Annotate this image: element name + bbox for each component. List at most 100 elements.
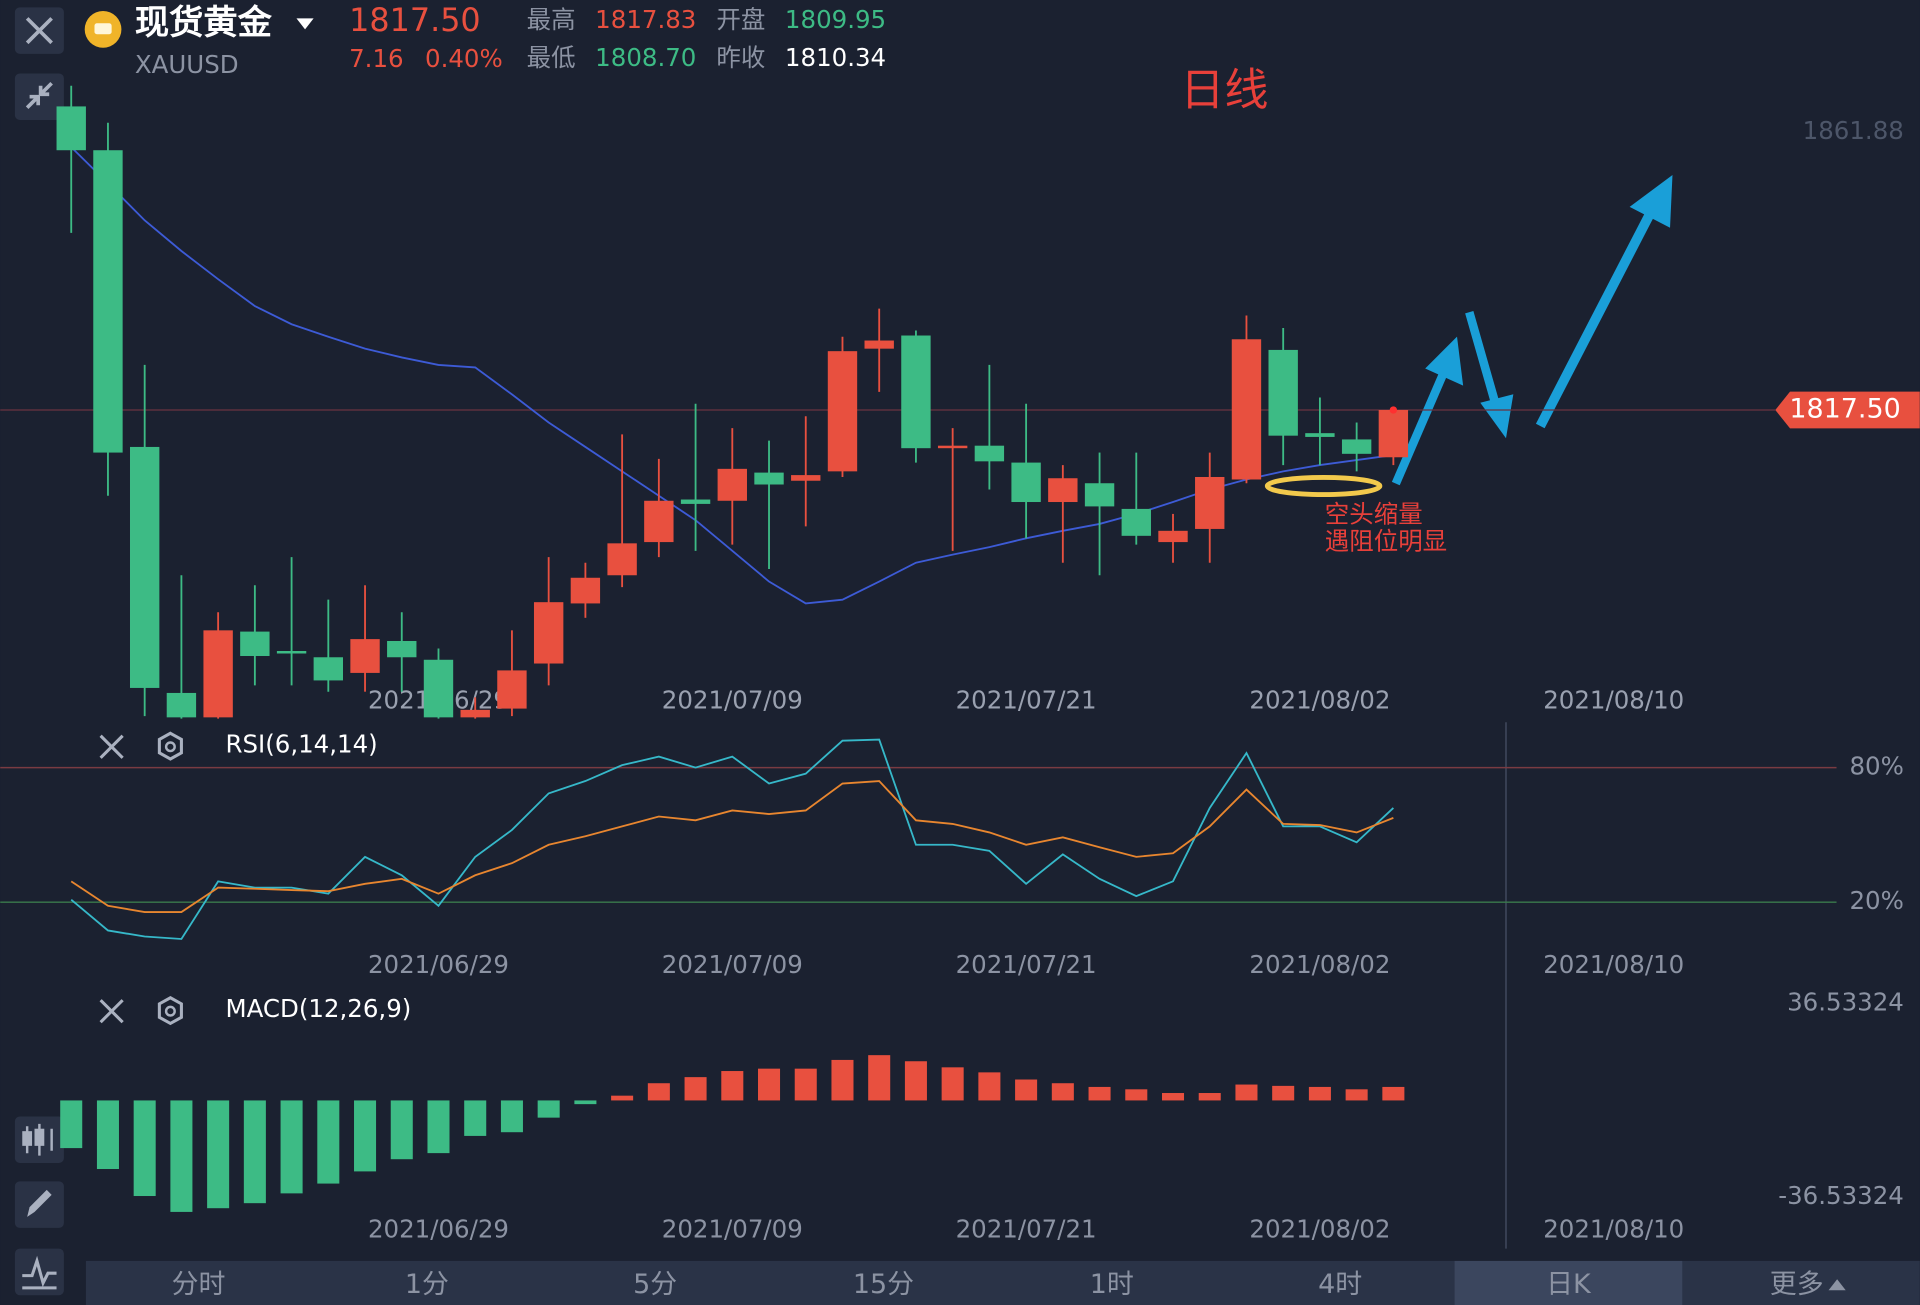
- candle-body: [313, 657, 344, 681]
- macd-bar: [500, 1100, 523, 1133]
- y-tick-label: -36.53324: [1778, 1181, 1904, 1210]
- macd-bar: [1272, 1085, 1295, 1101]
- candle-body: [276, 651, 307, 654]
- macd-bar: [1235, 1084, 1258, 1101]
- price-tag: [1775, 391, 1920, 429]
- pencil-icon: [27, 1189, 52, 1217]
- candle-body: [93, 150, 123, 453]
- macd-bar: [1088, 1086, 1111, 1101]
- candle-body: [1121, 508, 1151, 536]
- tab-caret: [1828, 1279, 1846, 1291]
- candle-body: [680, 499, 711, 504]
- candle-body: [1305, 433, 1335, 437]
- close-indicator[interactable]: [99, 999, 124, 1024]
- x-tick-label: 2021/07/09: [662, 1214, 803, 1243]
- candle-body: [937, 445, 968, 449]
- price-tag-label: 1817.50: [1789, 394, 1900, 425]
- dropdown-arrow[interactable]: [296, 18, 314, 30]
- macd-bar: [317, 1100, 340, 1184]
- macd-bar: [60, 1100, 83, 1149]
- tab-label[interactable]: 更多: [1770, 1269, 1824, 1300]
- close-indicator[interactable]: [99, 734, 124, 759]
- price-change: 7.16: [349, 44, 403, 73]
- macd-bar: [611, 1095, 634, 1101]
- annotation: 空头缩量: [1325, 499, 1423, 528]
- arrow: [1391, 365, 1450, 486]
- stat-value: 1810.34: [785, 43, 886, 72]
- candle-icon: [22, 1131, 33, 1146]
- candle-body: [497, 670, 527, 709]
- y-tick-label: 1861.88: [1803, 116, 1904, 145]
- last-price: 1817.50: [349, 1, 481, 39]
- candle-body: [423, 659, 454, 718]
- candle-body: [460, 709, 490, 718]
- stat-label: 最低: [527, 43, 576, 72]
- indicator-title: MACD(12,26,9): [225, 994, 411, 1023]
- candle-body: [1158, 530, 1188, 543]
- candle-body: [166, 692, 197, 718]
- macd-bar: [1051, 1083, 1074, 1101]
- tab-label[interactable]: 1分: [405, 1269, 449, 1300]
- macd-bar: [1345, 1089, 1368, 1101]
- annotation-arrows: [1264, 175, 1673, 498]
- price-change-pct: 0.40%: [425, 44, 503, 73]
- tab-label[interactable]: 5分: [633, 1269, 677, 1300]
- instrument-name[interactable]: 现货黄金: [135, 3, 273, 43]
- x-tick-label: 2021/06/29: [368, 1214, 509, 1243]
- macd-bar: [354, 1100, 377, 1172]
- macd-bar: [904, 1061, 927, 1101]
- stat-label: 开盘: [716, 5, 765, 34]
- stat-label: 昨收: [716, 43, 765, 72]
- y-tick-label: 20%: [1849, 886, 1903, 915]
- candle-body: [717, 468, 747, 501]
- chart-layer: 最高 1817.83 开盘 1809.95 最低 1808.70 昨收 1810.34 1861…: [0, 5, 1920, 1305]
- candle-body: [1011, 462, 1041, 503]
- candle-body: [1268, 349, 1298, 436]
- arrow-head: [1480, 394, 1514, 439]
- candle-body: [607, 543, 637, 576]
- candle-body: [1084, 483, 1115, 507]
- stat-value: 1817.83: [595, 5, 696, 34]
- stat-value: 1808.70: [595, 43, 696, 72]
- candle-body: [1231, 339, 1262, 480]
- x-tick-label: 2021/07/09: [662, 950, 803, 979]
- y-tick-label: 80%: [1849, 752, 1903, 781]
- arrow: [1535, 205, 1658, 429]
- x-tick-label: 2021/07/09: [662, 685, 803, 714]
- indicator-settings[interactable]: [157, 995, 183, 1026]
- macd-bar: [1198, 1093, 1221, 1101]
- tab-label[interactable]: 4时: [1318, 1269, 1362, 1300]
- tab-label[interactable]: 分时: [172, 1269, 226, 1300]
- macd-bar: [96, 1100, 119, 1170]
- rsi-line: [70, 780, 1394, 913]
- macd-bar: [1015, 1079, 1038, 1101]
- tab-label[interactable]: 1时: [1090, 1269, 1134, 1300]
- indicator-icon: [22, 1255, 57, 1290]
- x-tick-label: 2021/08/02: [1249, 950, 1390, 979]
- macd-bar: [537, 1100, 560, 1118]
- candle-body: [754, 472, 784, 485]
- macd-bar: [978, 1072, 1001, 1101]
- highlight-ellipse: [1264, 474, 1383, 498]
- x-tick-label: 2021/08/10: [1543, 1214, 1684, 1243]
- macd-bar: [941, 1067, 964, 1101]
- x-tick-label: 2021/07/21: [956, 950, 1097, 979]
- chart-title: 日线: [1180, 65, 1268, 116]
- x-tick-label: 2021/08/10: [1543, 950, 1684, 979]
- annotation: 遇阻位明显: [1325, 526, 1447, 555]
- candle-body: [1048, 478, 1078, 503]
- tab-label[interactable]: 日K: [1546, 1269, 1592, 1300]
- macd-bar: [1308, 1086, 1331, 1101]
- tab-label[interactable]: 15分: [853, 1269, 914, 1300]
- indicator-settings[interactable]: [157, 731, 183, 761]
- x-tick-label: 2021/07/21: [956, 1214, 1097, 1243]
- candle-body: [901, 335, 931, 449]
- macd-bar: [758, 1068, 781, 1101]
- macd-bar: [207, 1100, 230, 1209]
- x-tick-label: 2021/06/29: [368, 950, 509, 979]
- candle-body: [1341, 439, 1372, 454]
- candle-body: [570, 577, 601, 604]
- candle-body: [129, 446, 160, 688]
